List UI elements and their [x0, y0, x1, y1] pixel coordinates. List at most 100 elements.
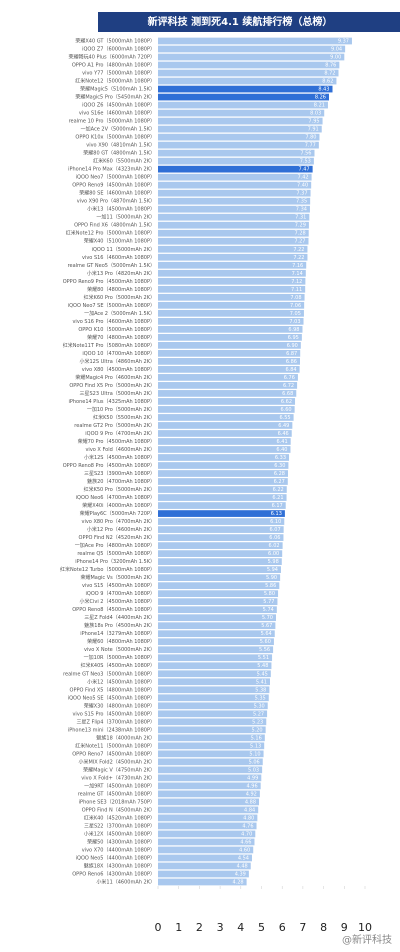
value-label: 6.98 — [288, 327, 299, 333]
category-label: vivo S15 Pro（4500mAh 1080P） — [72, 711, 155, 717]
category-label: iPhone14 Plus（4325mAh 1080P） — [68, 399, 155, 405]
value-label: 5.20 — [251, 727, 262, 733]
bar — [158, 229, 309, 237]
value-label: 7.53 — [300, 159, 311, 165]
bar — [158, 726, 266, 734]
value-label: 4.28 — [232, 879, 243, 885]
bar — [158, 838, 255, 846]
watermark: @新评科技 — [342, 933, 392, 946]
bar — [158, 366, 300, 373]
bar — [158, 325, 303, 333]
bar — [158, 141, 319, 149]
bar — [158, 526, 284, 533]
value-label: 6.02 — [268, 543, 279, 549]
category-label: realme GT2 Pro（5000mAh 2K） — [74, 423, 155, 429]
value-label: 4.60 — [239, 847, 250, 853]
category-label: iPhone14 Pro Max（4323mAh 2K） — [68, 167, 155, 173]
category-label: 红米K60（5500mAh 2K） — [93, 158, 155, 165]
bar — [158, 125, 322, 133]
bar — [158, 309, 304, 317]
bar — [158, 590, 279, 598]
category-label: 一加Ace 2（5000mAh 1.5K） — [84, 310, 155, 317]
value-label: 8.76 — [325, 63, 336, 69]
category-label: 一加11（5000mAh 2K） — [96, 214, 155, 221]
x-tick-label: 0 — [155, 921, 162, 934]
bar — [158, 542, 283, 549]
bar — [158, 870, 249, 878]
value-label: 4.76 — [242, 823, 253, 829]
bar — [158, 398, 296, 405]
bar — [158, 414, 294, 421]
category-label: 魅族18X（4300mAh 1080P） — [84, 862, 155, 869]
value-label: 4.39 — [235, 871, 246, 877]
value-label: 7.27 — [294, 239, 305, 245]
value-label: 6.62 — [281, 399, 292, 405]
x-tick-label: 7 — [299, 921, 306, 934]
value-label: 5.03 — [248, 767, 259, 773]
category-label: vivo X Fold（4600mAh 2K） — [85, 447, 155, 453]
category-label: 荣耀50（4300mAh 1080P） — [87, 838, 155, 845]
bar — [158, 518, 285, 525]
value-label: 7.34 — [296, 207, 307, 213]
value-label: 9.00 — [330, 55, 341, 61]
bar — [158, 670, 271, 678]
x-tick-label: 1 — [175, 921, 182, 934]
x-tick-label: 2 — [196, 921, 203, 934]
value-label: 8.43 — [318, 87, 329, 93]
bar — [158, 582, 280, 590]
category-label: 三星S22（3700mAh 1080P） — [84, 823, 155, 829]
category-label: vivo S16 Pro（4600mAh 1080P） — [72, 319, 155, 325]
value-label: 7.40 — [297, 183, 308, 189]
chart-title: 新评科技 测到死4.1 续航排行榜（总榜） — [148, 15, 333, 28]
bar — [158, 494, 287, 501]
bar — [158, 205, 310, 213]
bar — [158, 374, 298, 381]
bar — [158, 350, 301, 357]
bar — [158, 133, 320, 141]
value-label: 8.62 — [322, 79, 333, 85]
category-label: 三星Z Fold4（4400mAh 2K） — [84, 615, 155, 621]
category-label: 红米K50 Pro（5000mAh 2K） — [84, 486, 155, 493]
category-label: vivo S16（4600mAh 1080P） — [82, 255, 155, 261]
bar — [158, 822, 257, 830]
category-label: OPPO Reno9 Pro（4500mAh 1080P） — [63, 279, 155, 285]
bar — [158, 101, 328, 109]
category-label: 荣耀80 SE（4600mAh 1080P） — [79, 190, 155, 197]
category-label: iQOO Neo5 SE（4500mAh 1080P） — [68, 695, 155, 701]
bar — [158, 197, 311, 205]
bar — [158, 742, 265, 750]
bar — [158, 854, 252, 862]
bar — [158, 606, 277, 614]
category-label: 红米Note11（5000mAh 1080P） — [75, 742, 155, 749]
category-label: 红米Note11T Pro（5080mAh 1080P） — [63, 342, 155, 349]
category-label: 一加Ace 2V（5000mAh 1.5K） — [81, 126, 155, 133]
bar — [158, 798, 260, 806]
category-label: 魅族18s Pro（4500mAh 2K） — [84, 622, 155, 629]
category-label: vivo S15（4500mAh 1080P） — [82, 583, 155, 589]
value-label: 6.86 — [286, 359, 297, 365]
category-label: 荣耀Magic4 Pro（4600mAh 2K） — [75, 374, 155, 381]
value-label: 5.51 — [258, 655, 269, 661]
value-label: 4.80 — [243, 815, 254, 821]
bar — [158, 390, 297, 397]
value-label: 6.06 — [269, 535, 280, 541]
bar — [158, 686, 270, 694]
x-tick-label: 9 — [341, 921, 348, 934]
bar — [158, 678, 270, 686]
bar — [158, 149, 315, 157]
value-label: 7.03 — [289, 319, 300, 325]
value-label: 5.06 — [249, 759, 260, 765]
value-label: 4.84 — [244, 807, 255, 813]
value-label: 7.08 — [290, 295, 301, 301]
bar — [158, 614, 276, 622]
category-label: realme GT（4500mAh 1080P） — [78, 791, 155, 797]
category-label: iQOO 10（4700mAh 1080P） — [82, 351, 155, 357]
x-tick-label: 4 — [237, 921, 244, 934]
category-label: 一加Ace Pro（4800mAh 1080P） — [75, 542, 155, 549]
value-label: 6.17 — [272, 503, 283, 509]
category-label: 荣耀70（4800mAh 1080P） — [87, 334, 155, 341]
bar — [158, 454, 290, 461]
value-label: 5.67 — [261, 623, 272, 629]
bar — [158, 782, 261, 790]
